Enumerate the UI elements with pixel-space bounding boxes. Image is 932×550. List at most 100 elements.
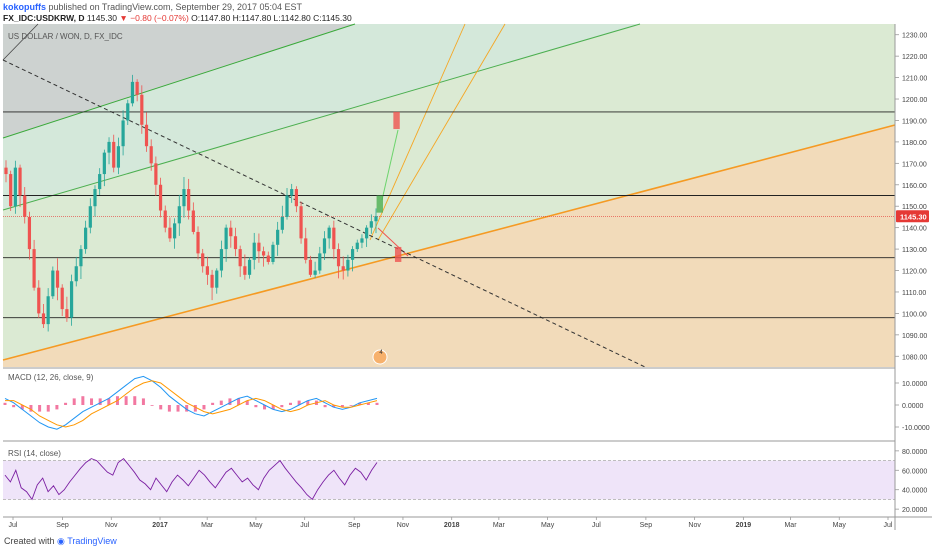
candle bbox=[32, 239, 36, 291]
x-tick-label: Sep bbox=[56, 522, 69, 529]
candle bbox=[215, 268, 219, 294]
candle bbox=[271, 241, 275, 265]
candle bbox=[350, 246, 355, 272]
candle bbox=[304, 227, 308, 264]
y-tick-label: 1130.00 bbox=[902, 247, 927, 254]
macd-histogram-bar bbox=[245, 400, 249, 405]
macd-histogram-bar bbox=[340, 405, 344, 408]
macd-histogram-bar bbox=[228, 398, 232, 405]
candle bbox=[46, 288, 50, 332]
macd-histogram-bar bbox=[29, 405, 33, 412]
rsi-band bbox=[3, 460, 895, 500]
candle bbox=[93, 185, 97, 217]
tradingview-link[interactable]: TradingView bbox=[67, 536, 117, 546]
macd-line bbox=[4, 375, 378, 430]
macd-histogram-bar bbox=[271, 405, 275, 410]
price-pane bbox=[2, 23, 896, 368]
y-tick-label: 1210.00 bbox=[902, 76, 927, 83]
fan-zone-green bbox=[3, 24, 895, 360]
macd-histogram-bar bbox=[288, 402, 292, 405]
x-tick-label: May bbox=[541, 522, 555, 529]
candle bbox=[55, 258, 60, 301]
y-tick-label: 1110.00 bbox=[902, 290, 926, 297]
target-box-2 bbox=[394, 246, 402, 262]
macd-histogram-bar bbox=[55, 405, 59, 410]
candle bbox=[365, 225, 369, 247]
candle bbox=[126, 99, 130, 126]
fan-zone-orange bbox=[3, 125, 895, 367]
signal-line bbox=[5, 380, 378, 428]
candle bbox=[51, 266, 55, 299]
macd-histogram-bar bbox=[72, 398, 76, 405]
macd-histogram-bar bbox=[64, 402, 68, 405]
tradingview-logo-icon: ◉ bbox=[57, 536, 65, 546]
candle bbox=[332, 220, 336, 260]
change-label: −0.80 (−0.07%) bbox=[130, 13, 189, 23]
projection-line-2 bbox=[377, 23, 506, 241]
y-tick-label: 1180.00 bbox=[902, 140, 927, 147]
y-tick-label: 1220.00 bbox=[902, 54, 927, 61]
x-tick-label: 2019 bbox=[736, 522, 752, 529]
x-tick-label: Jul bbox=[592, 522, 601, 529]
candle bbox=[308, 255, 313, 277]
target-box-1 bbox=[376, 195, 383, 213]
candle bbox=[154, 156, 158, 196]
candle bbox=[294, 186, 298, 213]
x-tick-label: Sep bbox=[640, 522, 653, 529]
candle bbox=[84, 220, 88, 254]
macd-histogram-bar bbox=[202, 405, 206, 410]
x-tick-label: Mar bbox=[784, 522, 797, 529]
macd-histogram-bar bbox=[38, 405, 42, 412]
candle bbox=[182, 176, 186, 218]
svg-text:4: 4 bbox=[379, 350, 383, 356]
candle bbox=[318, 246, 322, 274]
macd-histogram-bar bbox=[254, 405, 258, 408]
y-tick-label: 1230.00 bbox=[902, 33, 927, 40]
macd-histogram-bar bbox=[193, 405, 197, 412]
macd-histogram-bar bbox=[81, 396, 85, 405]
candle bbox=[158, 177, 163, 218]
macd-title: MACD (12, 26, close, 9) bbox=[8, 373, 94, 382]
symbol-label: FX_IDC:USDKRW, D bbox=[3, 13, 85, 23]
macd-histogram-bar bbox=[375, 402, 379, 405]
ohlc-label: O:1147.80 H:1147.80 L:1142.80 C:1145.30 bbox=[191, 13, 352, 23]
macd-histogram-bar bbox=[237, 398, 241, 405]
author-link[interactable]: kokopuffs bbox=[3, 2, 47, 12]
candle bbox=[60, 284, 64, 317]
candle bbox=[290, 183, 294, 203]
candle bbox=[37, 280, 41, 319]
macd-histogram-bar bbox=[167, 405, 171, 412]
macd-histogram-bar bbox=[176, 405, 180, 412]
candle bbox=[65, 296, 69, 322]
candle bbox=[4, 160, 8, 183]
macd-histogram-bar bbox=[219, 400, 223, 405]
candle bbox=[205, 256, 209, 285]
macd-histogram-bar bbox=[263, 405, 267, 410]
candle bbox=[191, 202, 195, 235]
y-tick-label: 20.0000 bbox=[902, 507, 927, 514]
macd-histogram-bar bbox=[159, 405, 163, 410]
macd-histogram-bar bbox=[20, 405, 24, 410]
candle bbox=[69, 274, 74, 326]
target-box-0 bbox=[393, 111, 400, 130]
event-badge[interactable]: 4 bbox=[372, 349, 388, 365]
rsi-y-axis: 80.0000 60.0000 40.0000 20.0000 bbox=[895, 449, 927, 514]
candle bbox=[229, 220, 233, 248]
last-price-badge: 1145.30 bbox=[896, 210, 929, 223]
candle bbox=[261, 246, 266, 267]
candle bbox=[149, 139, 153, 171]
candle bbox=[9, 170, 13, 211]
candle bbox=[369, 214, 373, 234]
candle bbox=[313, 261, 317, 278]
macd-histogram-bar bbox=[46, 405, 50, 412]
macd-histogram-bar bbox=[3, 402, 7, 405]
candle bbox=[327, 225, 331, 249]
candle bbox=[336, 243, 341, 279]
price-label: 1145.30 bbox=[86, 13, 120, 23]
projection-green bbox=[381, 129, 399, 201]
candle bbox=[144, 112, 149, 152]
y-tick-label: 1150.00 bbox=[902, 204, 927, 211]
macd-histogram-bar bbox=[133, 396, 137, 405]
x-tick-label: Sep bbox=[348, 522, 361, 529]
